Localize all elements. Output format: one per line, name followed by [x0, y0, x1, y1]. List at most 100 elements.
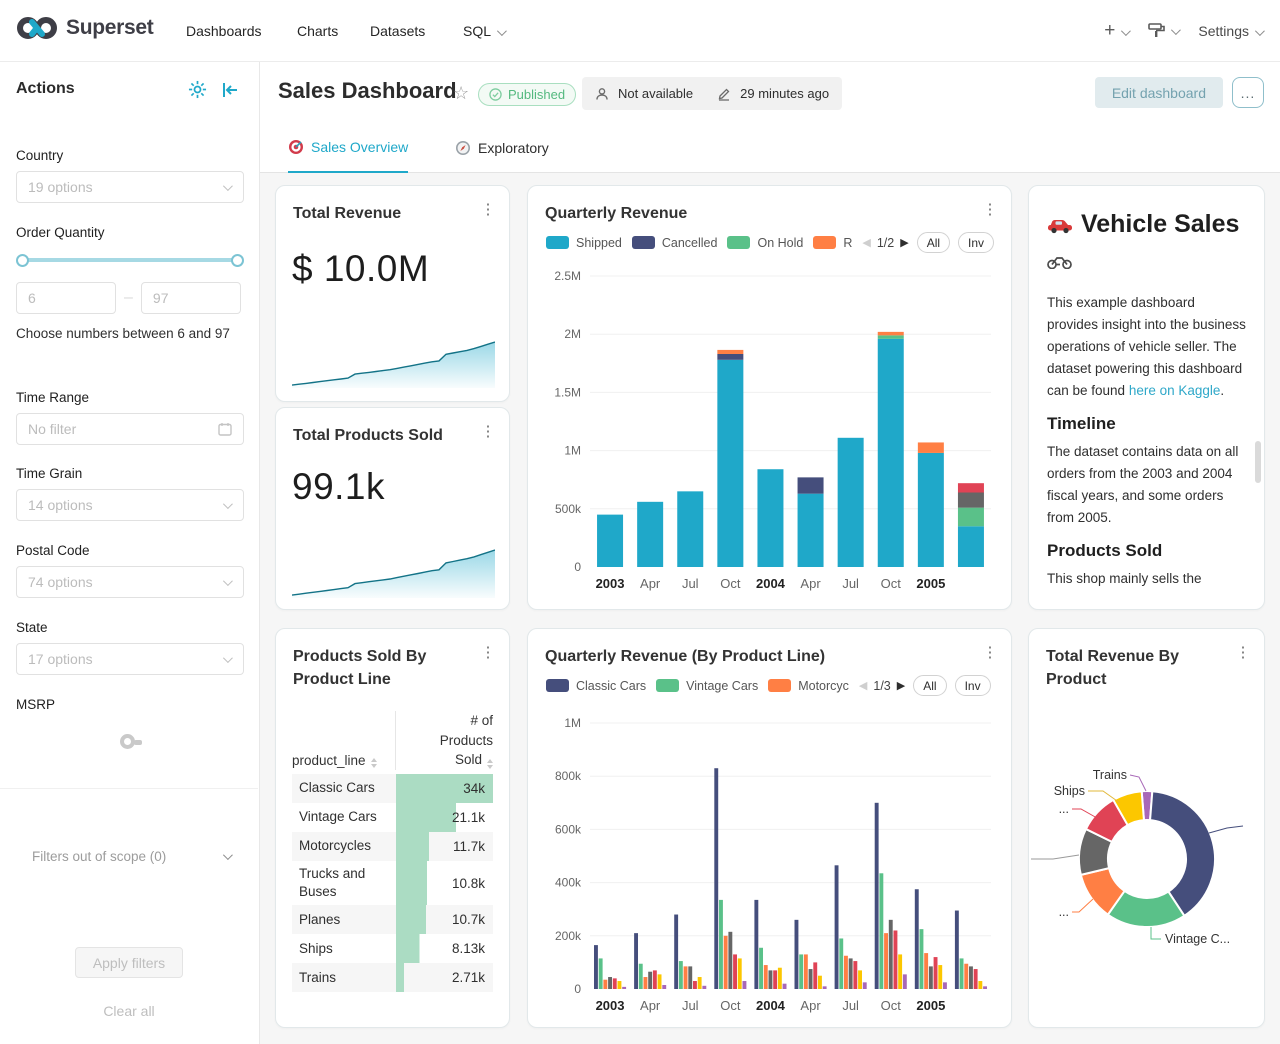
dashboard-more-button[interactable]: ... — [1232, 77, 1264, 108]
column-header-products-sold[interactable]: # of Products Sold — [439, 713, 493, 770]
min-quantity-input[interactable]: 6 — [16, 282, 116, 314]
apply-filters-button[interactable]: Apply filters — [75, 947, 183, 978]
slider-handle-min[interactable] — [16, 254, 29, 267]
tab-exploratory[interactable]: Exploratory — [455, 123, 549, 173]
chart-title: Total Revenue By Product — [1046, 648, 1180, 689]
timeline-paragraph: The dataset contains data on all orders … — [1047, 443, 1239, 525]
legend-item[interactable]: R — [813, 236, 852, 250]
legend-item[interactable]: Cancelled — [631, 236, 717, 250]
chart-menu-kebab[interactable]: ⋮ — [480, 201, 496, 218]
chart-title: Quarterly Revenue — [545, 205, 688, 222]
slider-track — [18, 258, 242, 262]
svg-text:Apr: Apr — [640, 998, 661, 1013]
max-quantity-input[interactable]: 97 — [140, 282, 241, 314]
legend-inv-button[interactable]: Inv — [954, 675, 991, 696]
legend-prev-icon[interactable]: ◀ — [862, 237, 871, 249]
settings-menu[interactable]: Settings — [1198, 23, 1265, 39]
nav-datasets[interactable]: Datasets — [370, 23, 426, 39]
product-line-cell: Trains — [299, 969, 337, 985]
text-heading: Vehicle Sales — [1047, 206, 1246, 279]
kaggle-link[interactable]: here on Kaggle — [1128, 382, 1221, 398]
svg-text:0: 0 — [574, 982, 581, 996]
tab-sales-overview[interactable]: Sales Overview — [288, 123, 409, 173]
filter-msrp: MSRP — [16, 697, 244, 752]
chevron-down-icon — [222, 850, 233, 861]
alerts-button[interactable] — [1148, 23, 1182, 39]
filter-label: Country — [16, 148, 64, 163]
filters-out-of-scope[interactable]: Filters out of scope (0) — [32, 849, 233, 864]
svg-text:Apr: Apr — [800, 998, 821, 1013]
state-select[interactable]: 17 options — [16, 643, 244, 675]
legend-prev-icon[interactable]: ◀ — [858, 680, 868, 692]
text-paragraph: This example dashboard provides insight … — [1047, 294, 1246, 398]
legend-item[interactable]: Shipped — [546, 236, 622, 250]
revenue-donut-chart[interactable]: Trains Ships...... Vintage C... — [1029, 687, 1266, 1027]
add-new-button[interactable]: + — [1104, 20, 1132, 42]
check-circle-icon — [489, 88, 502, 101]
edit-dashboard-button[interactable]: Edit dashboard — [1094, 77, 1223, 108]
chart-menu-kebab[interactable]: ⋮ — [982, 644, 998, 661]
clear-all-button[interactable]: Clear all — [103, 1003, 155, 1019]
legend-item[interactable]: On Hold — [727, 236, 803, 250]
chevron-down-icon — [222, 180, 233, 191]
legend-items[interactable]: Shipped Cancelled On Hold R — [546, 236, 852, 250]
quarterly-revenue-by-product-chart[interactable]: 0 200k 400k 600k 800k 1M 2003 Apr Jul Oct 2004 Apr J… — [538, 709, 1003, 1019]
svg-text:1M: 1M — [564, 444, 581, 458]
favorite-star-icon[interactable]: ☆ — [453, 83, 470, 103]
svg-text:Apr: Apr — [640, 576, 661, 591]
slider-handle-max[interactable] — [231, 254, 244, 267]
table-row: Classic Cars 34k — [292, 774, 493, 803]
legend-chip — [546, 236, 569, 249]
dashboard-meta: Not available 29 minutes ago — [582, 77, 843, 110]
legend-all-button[interactable]: All — [913, 675, 947, 696]
quarterly-revenue-chart[interactable]: 0 500k 1M 1.5M 2M 2.5M 2003 Apr Jul Oct 2004 Apr Jul… — [538, 262, 1003, 597]
chevron-down-icon — [1254, 26, 1265, 37]
svg-text:1M: 1M — [564, 716, 581, 730]
products-sold-cell: 10.8k — [396, 861, 493, 906]
published-badge[interactable]: Published — [478, 83, 577, 106]
svg-text:600k: 600k — [555, 822, 582, 836]
legend-item[interactable]: Classic Cars — [546, 679, 646, 693]
revenue-sparkline[interactable] — [292, 338, 495, 388]
chart-menu-kebab[interactable]: ⋮ — [982, 201, 998, 218]
svg-text:Vintage C...: Vintage C... — [1165, 932, 1230, 946]
postal-code-select[interactable]: 74 options — [16, 566, 244, 598]
nav-dashboards[interactable]: Dashboards — [186, 23, 262, 39]
column-header-product-line[interactable]: product_line — [292, 711, 396, 770]
superset-logo[interactable]: Superset — [16, 13, 154, 43]
svg-text:2003: 2003 — [596, 576, 625, 591]
time-range-input[interactable]: No filter — [16, 413, 244, 445]
scrollbar-thumb[interactable] — [1255, 441, 1261, 483]
country-select[interactable]: 19 options — [16, 171, 244, 203]
nav-charts[interactable]: Charts — [297, 23, 339, 39]
sidebar-footer: Filters out of scope (0) Apply filters C… — [0, 788, 258, 1044]
product-line-cell: Classic Cars — [299, 780, 375, 796]
svg-text:Apr: Apr — [800, 576, 821, 591]
sort-icon — [487, 759, 493, 770]
svg-text:Jul: Jul — [682, 576, 699, 591]
quarterly-revenue-card: Quarterly Revenue ⋮ Shipped Cancelled On H… — [527, 185, 1012, 610]
legend-next-icon[interactable]: ▶ — [896, 680, 906, 692]
legend-item[interactable]: Vintage Cars — [656, 679, 758, 693]
legend-pager: ◀ 1/2 ▶ — [862, 236, 908, 250]
legend-all-button[interactable]: All — [916, 232, 951, 253]
chart-menu-kebab[interactable]: ⋮ — [480, 423, 496, 440]
svg-text:Jul: Jul — [842, 998, 859, 1013]
nav-sql[interactable]: SQL — [463, 0, 507, 62]
legend-item[interactable]: Motorcyc — [768, 679, 849, 693]
svg-text:Oct: Oct — [881, 576, 902, 591]
chevron-down-icon — [222, 498, 233, 509]
svg-text:2005: 2005 — [916, 576, 945, 591]
products-sold-paragraph: This shop mainly sells the — [1047, 570, 1202, 586]
collapse-panel-icon[interactable] — [221, 81, 239, 99]
dashboard-tabs: Sales Overview Exploratory — [260, 123, 1280, 173]
gear-icon[interactable] — [188, 80, 207, 99]
chart-menu-kebab[interactable]: ⋮ — [1235, 644, 1251, 661]
legend-inv-button[interactable]: Inv — [958, 232, 995, 253]
chart-menu-kebab[interactable]: ⋮ — [480, 644, 496, 661]
order-quantity-slider[interactable] — [16, 254, 244, 267]
legend-next-icon[interactable]: ▶ — [900, 237, 909, 249]
time-grain-select[interactable]: 14 options — [16, 489, 244, 521]
products-sparkline[interactable] — [292, 546, 495, 598]
legend-items[interactable]: Classic Cars Vintage Cars Motorcyc — [546, 679, 849, 693]
